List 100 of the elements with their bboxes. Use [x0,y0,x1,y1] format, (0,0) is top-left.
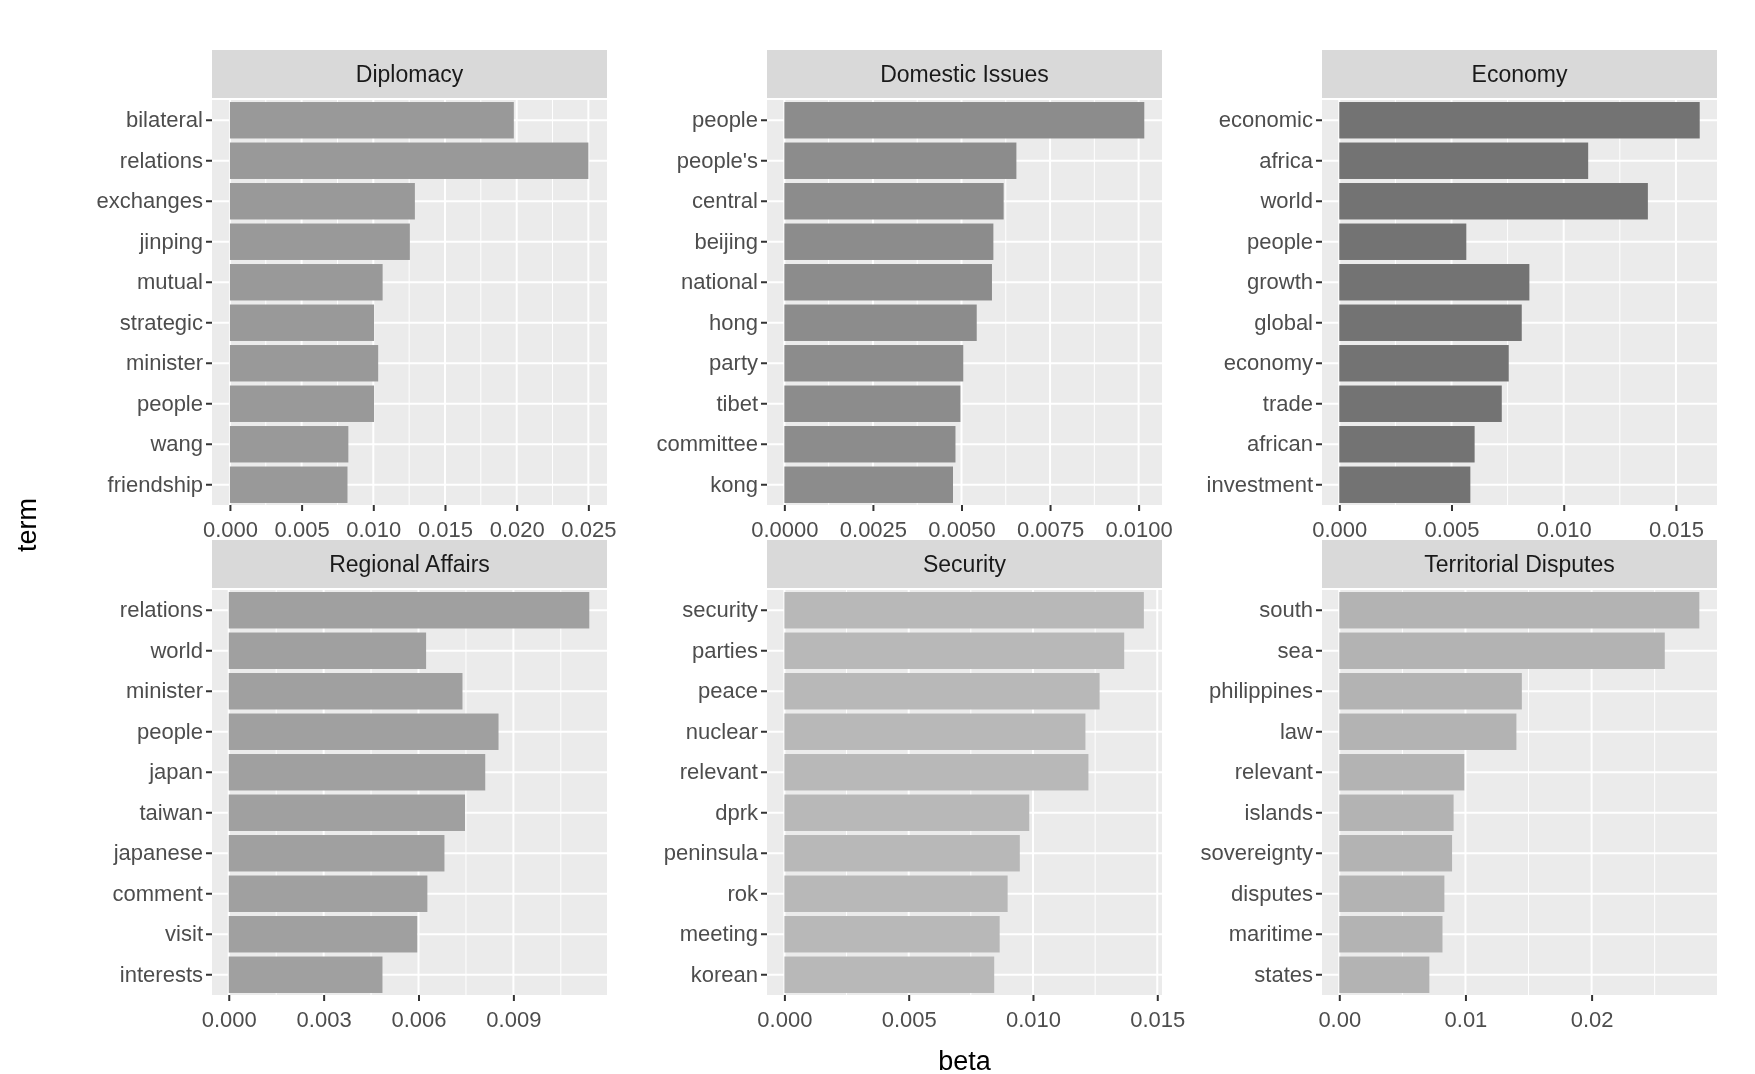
x-tick-label: 0.000 [757,1007,813,1033]
bar [1339,466,1471,503]
y-tick-label: minister [125,678,203,704]
bar [784,102,1145,139]
bar [228,754,486,791]
y-tick-label: disputes [1231,880,1313,906]
y-tick-label: sovereignty [1200,840,1313,866]
chart-title: Security [922,551,1007,577]
bar [228,794,465,831]
y-tick-label: relevant [679,759,758,785]
chart-title: Economy [1471,61,1568,87]
bar [229,183,415,220]
x-tick-label: 0.015 [1130,1007,1186,1033]
y-tick-label: bilateral [125,107,203,133]
y-tick-label: security [682,597,758,623]
x-tick-label: 0.009 [486,1007,542,1033]
x-tick-label: 0.020 [489,517,545,543]
y-tick-label: visit [165,921,203,947]
y-tick-label: investment [1206,471,1313,497]
bar [784,466,953,503]
x-tick-label: 0.000 [1312,517,1368,543]
x-tick-label: 0.000 [201,1007,257,1033]
bar [1339,875,1445,912]
y-tick-label: japan [148,759,203,785]
y-tick-label: people [136,718,203,744]
bar [1339,713,1517,750]
y-tick-label: maritime [1228,921,1313,947]
bar [1339,345,1509,382]
bar [1339,426,1475,463]
x-tick-label: 0.015 [1648,517,1704,543]
x-tick-label: 0.0050 [928,517,996,543]
y-tick-label: dprk [715,799,759,825]
chart-title: Diplomacy [355,61,464,87]
bar [784,956,995,993]
bar [1339,264,1530,301]
bar [229,345,379,382]
x-tick-label: 0.0100 [1105,517,1173,543]
y-tick-label: nuclear [685,718,758,744]
bar [229,264,383,301]
bar [784,264,992,301]
y-tick-label: sea [1277,637,1314,663]
y-tick-label: people [1246,228,1313,254]
y-tick-label: trade [1262,390,1313,416]
chart-title: Regional Affairs [329,551,490,577]
x-axis-title: beta [938,1046,992,1074]
y-tick-label: jinping [138,228,203,254]
y-axis-title: term [12,498,42,552]
bar [1339,142,1589,179]
bar [784,142,1017,179]
bar [228,673,463,710]
x-tick-label: 0.010 [1005,1007,1062,1033]
x-tick-label: 0.0075 [1016,517,1085,543]
bar [228,592,590,629]
x-tick-label: 0.006 [391,1007,447,1033]
x-tick-label: 0.005 [1424,517,1480,543]
y-tick-label: rok [727,880,759,906]
bar [228,632,427,669]
bar [784,835,1020,872]
y-tick-label: hong [709,309,758,335]
chart-title: Territorial Disputes [1424,551,1615,577]
y-tick-label: committee [656,431,758,457]
x-tick-label: 0.0000 [751,517,819,543]
y-tick-label: growth [1246,269,1313,295]
bar [784,713,1086,750]
bar [1339,673,1522,710]
bar [228,713,499,750]
y-tick-label: islands [1244,799,1313,825]
bar [784,345,964,382]
x-tick-label: 0.015 [417,517,474,543]
bar [784,592,1144,629]
bar [228,916,418,953]
bar [1339,754,1465,791]
y-tick-label: strategic [119,309,203,335]
y-tick-label: central [691,188,758,214]
bar [1339,916,1443,953]
y-tick-label: taiwan [139,799,203,825]
bar [784,304,977,341]
bar [229,223,410,260]
x-tick-label: 0.010 [346,517,402,543]
y-tick-label: comment [112,880,203,906]
y-tick-label: law [1279,718,1314,744]
y-tick-label: economic [1218,107,1313,133]
chart-title: Domestic Issues [880,61,1049,87]
bar [1339,956,1430,993]
bar [229,142,589,179]
y-tick-label: national [680,269,758,295]
y-tick-label: wang [149,431,203,457]
y-tick-label: mutual [136,269,203,295]
y-tick-label: relations [119,597,203,623]
y-tick-label: friendship [107,471,203,497]
bar [1339,592,1700,629]
bar [1339,183,1648,220]
y-tick-label: peace [698,678,758,704]
y-tick-label: tibet [716,390,758,416]
y-tick-label: relations [119,147,203,173]
bar [1339,385,1502,422]
bar [784,385,961,422]
x-tick-label: 0.02 [1570,1007,1614,1033]
bar [228,835,445,872]
bar [784,632,1125,669]
